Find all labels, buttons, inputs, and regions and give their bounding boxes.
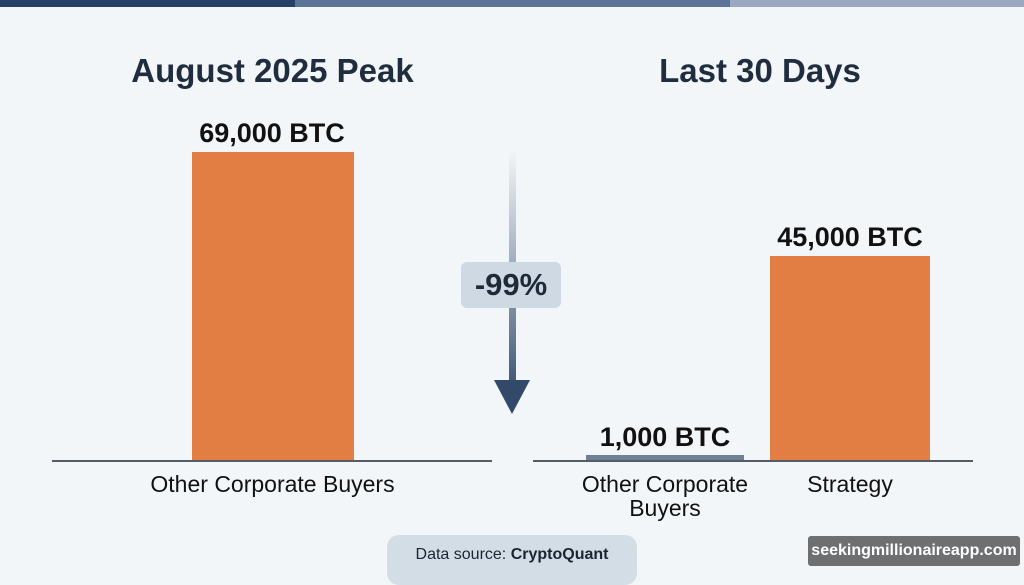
percent-change-badge: -99% bbox=[461, 262, 561, 308]
top-accent-bar bbox=[0, 0, 1024, 7]
category-label-line1: Other Corporate bbox=[581, 471, 749, 497]
category-label: Other Corporate Buyers bbox=[150, 471, 395, 497]
accent-segment-mid bbox=[295, 0, 730, 7]
left-baseline bbox=[52, 460, 492, 462]
down-arrow-icon bbox=[494, 380, 530, 414]
accent-segment-light bbox=[730, 0, 1024, 7]
watermark: seekingmillionaireapp.com bbox=[808, 536, 1020, 566]
source-prefix: Data source: bbox=[415, 546, 511, 563]
bar-other-corporate-recent bbox=[586, 455, 744, 461]
bar-other-corporate-peak bbox=[192, 152, 354, 461]
source-name: CryptoQuant bbox=[510, 546, 609, 563]
category-label-line2: Buyers bbox=[629, 495, 701, 521]
accent-segment-dark bbox=[0, 0, 295, 7]
right-panel-title: Last 30 Days bbox=[659, 52, 861, 89]
bar-value-label: 45,000 BTC bbox=[777, 222, 923, 252]
bar-value-label: 69,000 BTC bbox=[199, 118, 345, 148]
category-label: Strategy bbox=[807, 471, 893, 497]
left-panel-title: August 2025 Peak bbox=[131, 52, 414, 89]
bar-strategy bbox=[770, 256, 930, 461]
category-label: Other Corporate Buyers bbox=[560, 472, 770, 520]
bar-value-label: 1,000 BTC bbox=[599, 422, 731, 452]
data-source-badge: Data source: CryptoQuant bbox=[387, 535, 637, 585]
right-baseline bbox=[533, 460, 973, 462]
